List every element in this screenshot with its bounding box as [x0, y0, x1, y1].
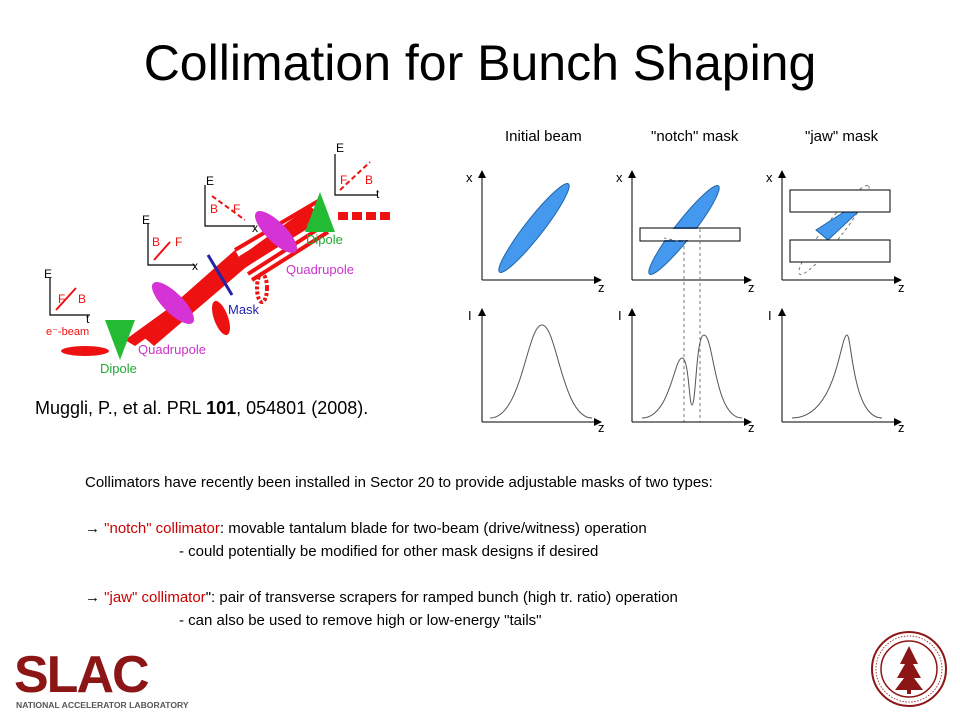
axis-e-3: E	[206, 174, 214, 188]
axis-i-jaw: I	[768, 308, 772, 323]
citation-prefix: Muggli, P., et al. PRL	[35, 398, 207, 418]
jaw-collimator-desc: ": pair of transverse scrapers for rampe…	[205, 589, 678, 606]
notch-blade	[641, 229, 739, 240]
initial-iz	[478, 308, 602, 426]
jaw-lower	[789, 239, 891, 263]
slac-logo-text: SLAC	[14, 646, 149, 704]
axis-z-initial: z	[598, 280, 605, 295]
axis-e-4: E	[336, 141, 344, 155]
label-f-1: F	[58, 292, 65, 306]
axis-e-1: E	[44, 267, 52, 281]
notch-line: → "notch" collimator: movable tantalum b…	[85, 517, 713, 540]
label-notch-mask: "notch" mask	[651, 128, 739, 145]
body-text: Collimators have recently been installed…	[85, 471, 713, 632]
lost-bunch	[211, 300, 231, 336]
axis-z-jaw-profile: z	[898, 420, 905, 435]
mask-line	[206, 254, 234, 296]
label-initial-beam: Initial beam	[505, 128, 582, 145]
axis-x-notch: x	[616, 170, 623, 185]
masked-bunch	[255, 272, 269, 304]
jaw-iz	[778, 308, 902, 426]
axis-x-2: x	[192, 259, 198, 273]
axis-e-2: E	[142, 213, 150, 227]
axis-z-notch: z	[748, 280, 755, 295]
arrow-icon: →	[85, 589, 100, 606]
jaw-sub-line: - can also be used to remove high or low…	[179, 612, 542, 629]
notch-blade-outline	[639, 227, 741, 242]
citation-volume: 101	[206, 398, 237, 418]
label-quadrupole-upper: Quadrupole	[286, 262, 354, 277]
axis-t-1: t	[86, 312, 90, 326]
beamline-diagram: E F B t E B F x E B F x E F B t e⁻-beam …	[44, 141, 390, 376]
axis-i-notch: I	[618, 308, 622, 323]
label-jaw-mask: "jaw" mask	[805, 128, 879, 145]
label-f-2: F	[175, 235, 182, 249]
notch-sub-line: - could potentially be modified for othe…	[179, 543, 599, 560]
axes-2	[147, 224, 195, 266]
label-dipole-lower: Dipole	[100, 361, 137, 376]
axis-z-initial-profile: z	[598, 420, 605, 435]
label-mask: Mask	[228, 302, 260, 317]
label-dipole-upper: Dipole	[306, 232, 343, 247]
axis-z-jaw: z	[898, 280, 905, 295]
label-ebeam: e⁻-beam	[46, 326, 89, 338]
axis-i-initial: I	[468, 308, 472, 323]
jaw-line: → "jaw" collimator": pair of transverse …	[85, 586, 713, 609]
axis-z-notch-profile: z	[748, 420, 755, 435]
jaw-collimator-name: "jaw" collimator	[104, 589, 206, 606]
axis-x-jaw: x	[766, 170, 773, 185]
label-quadrupole-lower: Quadrupole	[138, 342, 206, 357]
spacer	[85, 563, 713, 586]
citation-suffix: , 054801 (2008).	[236, 398, 369, 418]
axis-x-initial: x	[466, 170, 473, 185]
notch-collimator-name: "notch" collimator	[104, 520, 220, 537]
initial-ellipse	[498, 183, 570, 273]
ebeam-bunch	[61, 346, 109, 356]
output-bunches	[338, 212, 390, 220]
quadrupole-upper	[254, 210, 298, 254]
axis-x-3: x	[252, 221, 258, 235]
slac-logo: SLAC NATIONAL ACCELERATOR LABORATORY	[14, 646, 189, 710]
axes-4	[334, 154, 378, 196]
axis-t-4: t	[376, 187, 380, 201]
phase-space-diagrams: x z I z x z I z x z I z	[466, 170, 905, 435]
notch-ghost	[663, 237, 679, 242]
label-b-4: B	[365, 173, 373, 187]
label-b-3: B	[210, 202, 218, 216]
jaw-ellipse	[815, 211, 860, 241]
label-b-1: B	[78, 292, 86, 306]
jaw-xz	[778, 170, 902, 284]
dipole-upper	[305, 192, 335, 232]
label-f-4: F	[340, 173, 347, 187]
jaw-ghost-ellipse	[798, 185, 870, 275]
jaw-upper	[789, 189, 891, 213]
intro-line: Collimators have recently been installed…	[85, 474, 713, 491]
notch-collimator-desc: : movable tantalum blade for two-beam (d…	[219, 520, 647, 537]
stanford-seal-icon	[871, 631, 947, 707]
page-title: Collimation for Bunch Shaping	[143, 35, 817, 91]
initial-xz	[478, 170, 602, 284]
notch-iz	[628, 308, 752, 426]
axes-3	[204, 185, 255, 227]
citation: Muggli, P., et al. PRL 101, 054801 (2008…	[35, 398, 368, 419]
dipole-lower	[105, 320, 135, 360]
label-f-3: F	[233, 202, 240, 216]
axes-1	[49, 278, 90, 316]
arrow-icon: →	[85, 520, 100, 537]
quadrupole-lower	[151, 281, 195, 325]
spacer	[85, 494, 713, 517]
slac-logo-subtitle: NATIONAL ACCELERATOR LABORATORY	[16, 700, 189, 710]
label-b-2: B	[152, 235, 160, 249]
